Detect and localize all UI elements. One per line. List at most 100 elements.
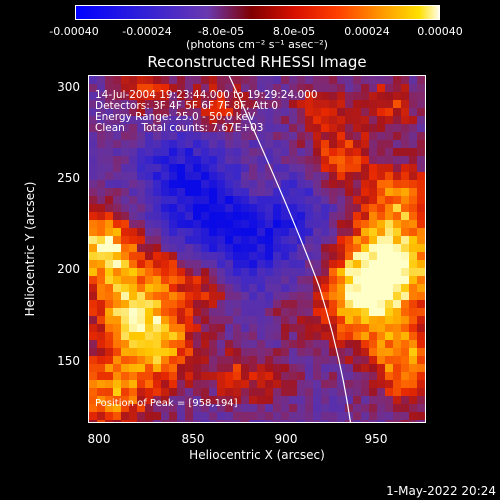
image-pixel — [361, 140, 369, 148]
image-pixel — [161, 204, 169, 212]
image-pixel — [193, 100, 201, 108]
image-pixel — [345, 116, 353, 124]
image-pixel — [281, 84, 289, 92]
image-pixel — [153, 316, 161, 324]
image-pixel — [225, 180, 233, 188]
image-pixel — [369, 132, 377, 140]
image-pixel — [153, 140, 161, 148]
image-pixel — [121, 188, 129, 196]
image-pixel — [417, 76, 425, 84]
image-pixel — [257, 132, 265, 140]
image-pixel — [161, 380, 169, 388]
image-pixel — [161, 84, 169, 92]
image-pixel — [249, 76, 257, 84]
image-pixel — [129, 276, 137, 284]
image-pixel — [89, 276, 97, 284]
image-pixel — [185, 148, 193, 156]
image-pixel — [361, 412, 369, 420]
image-pixel — [257, 276, 265, 284]
image-pixel — [97, 108, 105, 116]
image-pixel — [353, 380, 361, 388]
image-pixel — [161, 396, 169, 404]
image-pixel — [97, 188, 105, 196]
image-pixel — [321, 340, 329, 348]
image-pixel — [385, 396, 393, 404]
image-pixel — [217, 100, 225, 108]
image-pixel — [225, 300, 233, 308]
image-pixel — [393, 332, 401, 340]
image-pixel — [161, 228, 169, 236]
image-pixel — [257, 284, 265, 292]
image-pixel — [305, 132, 313, 140]
image-pixel — [233, 76, 241, 84]
image-pixel — [329, 108, 337, 116]
image-pixel — [217, 84, 225, 92]
image-pixel — [425, 308, 426, 316]
image-pixel — [161, 76, 169, 84]
image-pixel — [185, 236, 193, 244]
image-pixel — [185, 388, 193, 396]
y-tick: 250 — [57, 171, 80, 185]
image-pixel — [273, 156, 281, 164]
image-pixel — [97, 284, 105, 292]
image-pixel — [185, 324, 193, 332]
image-pixel — [217, 116, 225, 124]
image-pixel — [313, 364, 321, 372]
image-pixel — [249, 172, 257, 180]
image-pixel — [281, 228, 289, 236]
image-pixel — [129, 148, 137, 156]
image-pixel — [393, 156, 401, 164]
image-pixel — [329, 116, 337, 124]
image-pixel — [145, 316, 153, 324]
image-pixel — [233, 404, 241, 412]
image-pixel — [265, 92, 273, 100]
image-pixel — [297, 332, 305, 340]
image-pixel — [313, 204, 321, 212]
image-pixel — [121, 300, 129, 308]
image-pixel — [105, 188, 113, 196]
image-pixel — [273, 268, 281, 276]
image-pixel — [89, 124, 97, 132]
image-pixel — [209, 356, 217, 364]
image-pixel — [145, 348, 153, 356]
image-pixel — [249, 84, 257, 92]
image-pixel — [161, 220, 169, 228]
image-pixel — [425, 220, 426, 228]
image-pixel — [161, 156, 169, 164]
image-pixel — [289, 348, 297, 356]
image-pixel — [329, 276, 337, 284]
image-pixel — [329, 284, 337, 292]
image-pixel — [281, 108, 289, 116]
image-pixel — [129, 268, 137, 276]
image-pixel — [225, 188, 233, 196]
image-pixel — [105, 132, 113, 140]
image-pixel — [425, 348, 426, 356]
image-pixel — [185, 316, 193, 324]
image-pixel — [145, 76, 153, 84]
image-pixel — [193, 268, 201, 276]
image-pixel — [345, 276, 353, 284]
image-pixel — [297, 348, 305, 356]
image-pixel — [273, 292, 281, 300]
image-pixel — [249, 100, 257, 108]
image-pixel — [97, 92, 105, 100]
image-pixel — [193, 236, 201, 244]
image-pixel — [329, 380, 337, 388]
image-pixel — [161, 292, 169, 300]
image-pixel — [137, 356, 145, 364]
image-pixel — [249, 116, 257, 124]
image-pixel — [313, 332, 321, 340]
image-pixel — [201, 124, 209, 132]
image-pixel — [129, 236, 137, 244]
image-pixel — [217, 172, 225, 180]
image-pixel — [89, 260, 97, 268]
image-pixel — [369, 180, 377, 188]
image-pixel — [345, 108, 353, 116]
image-pixel — [97, 252, 105, 260]
image-pixel — [105, 212, 113, 220]
image-pixel — [209, 420, 217, 422]
image-pixel — [313, 412, 321, 420]
image-pixel — [273, 332, 281, 340]
image-pixel — [145, 124, 153, 132]
image-pixel — [321, 308, 329, 316]
